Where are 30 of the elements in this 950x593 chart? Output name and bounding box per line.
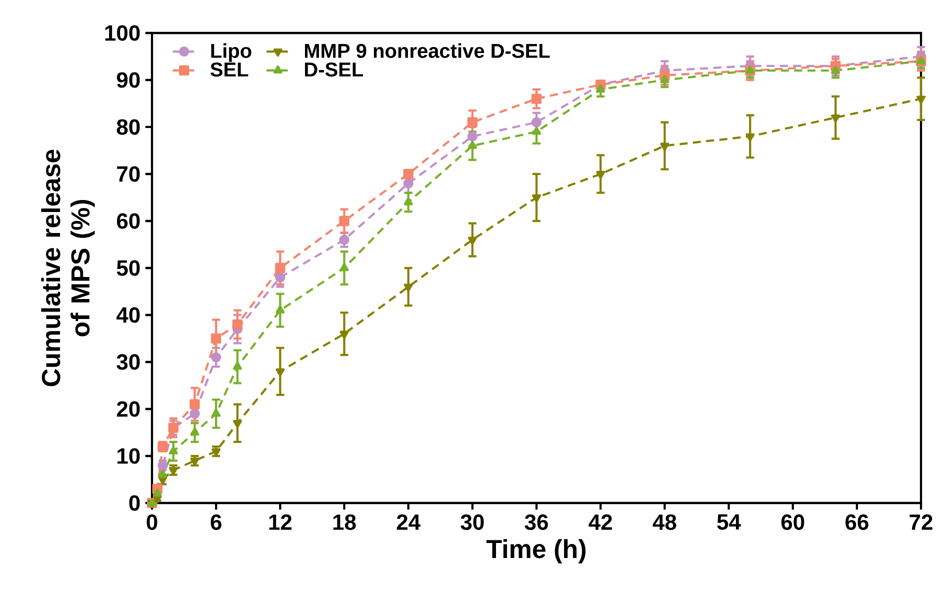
legend-label: D-SEL <box>304 62 364 77</box>
x-axis-title: Time (h) <box>486 539 586 564</box>
x-tick-label: 12 <box>269 514 292 530</box>
y-tick-label: 0 <box>129 495 140 511</box>
legend-label: Lipo <box>211 43 252 62</box>
y-tick-label: 60 <box>116 213 140 229</box>
x-tick-label: 6 <box>210 514 222 530</box>
y-tick-label: 30 <box>116 354 140 370</box>
y-tick-label: 90 <box>116 72 140 88</box>
y-tick-label: 100 <box>105 25 140 41</box>
x-tick-label: 42 <box>588 514 612 530</box>
legend-label: MMP 9 nonreactive D-SEL <box>304 43 550 58</box>
y-tick-label: 10 <box>118 448 140 464</box>
x-tick-label: 24 <box>396 514 420 530</box>
x-tick-label: 0 <box>146 514 158 530</box>
y-tick-label: 80 <box>116 119 140 135</box>
x-tick-label: 18 <box>333 514 356 530</box>
x-tick-label: 30 <box>460 514 484 530</box>
x-tick-label: 54 <box>717 514 741 530</box>
x-tick-label: 36 <box>524 514 548 530</box>
y-tick-label: 50 <box>116 260 140 276</box>
legend-label: SEL <box>210 62 248 77</box>
y-tick-label: 70 <box>117 166 140 182</box>
x-tick-label: 48 <box>652 514 676 530</box>
y-axis-title: Cumulative release of MPS (%) <box>41 150 95 386</box>
y-tick-label: 40 <box>116 307 140 323</box>
x-tick-label: 72 <box>910 514 932 530</box>
y-tick-label: 20 <box>116 401 140 417</box>
x-tick-label: 60 <box>781 514 804 530</box>
x-tick-label: 66 <box>846 514 868 530</box>
